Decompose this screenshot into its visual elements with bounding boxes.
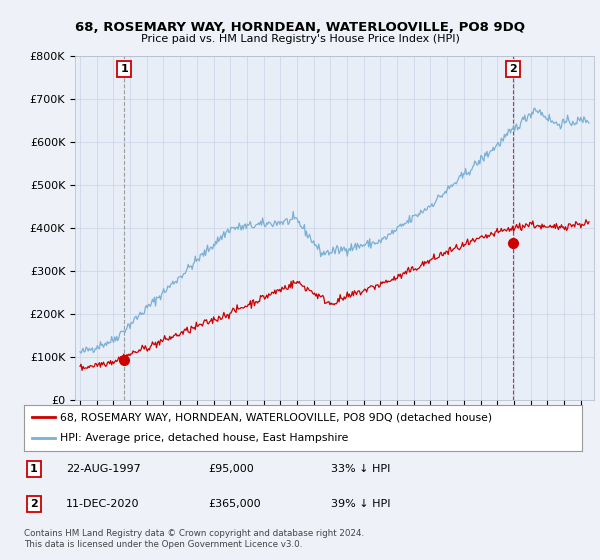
Text: Contains HM Land Registry data © Crown copyright and database right 2024.
This d: Contains HM Land Registry data © Crown c… <box>24 529 364 549</box>
Text: 2: 2 <box>30 499 38 509</box>
Text: HPI: Average price, detached house, East Hampshire: HPI: Average price, detached house, East… <box>60 433 349 444</box>
Text: 68, ROSEMARY WAY, HORNDEAN, WATERLOOVILLE, PO8 9DQ: 68, ROSEMARY WAY, HORNDEAN, WATERLOOVILL… <box>75 21 525 34</box>
Text: 39% ↓ HPI: 39% ↓ HPI <box>331 499 391 509</box>
Text: £95,000: £95,000 <box>208 464 254 474</box>
Text: £365,000: £365,000 <box>208 499 261 509</box>
Text: 33% ↓ HPI: 33% ↓ HPI <box>331 464 390 474</box>
Text: 1: 1 <box>30 464 38 474</box>
Text: 22-AUG-1997: 22-AUG-1997 <box>66 464 140 474</box>
Text: 1: 1 <box>120 64 128 74</box>
Text: Price paid vs. HM Land Registry's House Price Index (HPI): Price paid vs. HM Land Registry's House … <box>140 34 460 44</box>
Text: 11-DEC-2020: 11-DEC-2020 <box>66 499 139 509</box>
Text: 68, ROSEMARY WAY, HORNDEAN, WATERLOOVILLE, PO8 9DQ (detached house): 68, ROSEMARY WAY, HORNDEAN, WATERLOOVILL… <box>60 412 493 422</box>
Text: 2: 2 <box>509 64 517 74</box>
